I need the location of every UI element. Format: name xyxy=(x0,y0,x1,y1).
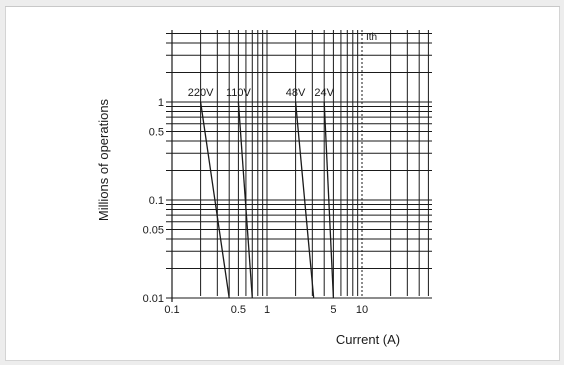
series-label-220v: 220V xyxy=(188,87,214,99)
ith-label: Ith xyxy=(366,32,377,43)
y-tick-labels: 0.01 0.05 0.1 0.5 1 xyxy=(143,97,164,305)
series-line-24v xyxy=(323,101,335,299)
y-tick-label: 0.1 xyxy=(149,195,164,207)
y-tick-label: 0.05 xyxy=(143,225,164,237)
ith-marker: Ith xyxy=(361,30,377,296)
y-tick-label: 0.5 xyxy=(149,127,164,139)
y-axis-label: Millions of operations xyxy=(96,98,111,221)
x-tick-labels: 0.1 0.5 1 5 10 xyxy=(164,304,368,316)
x-tick-label: 0.1 xyxy=(164,304,179,316)
series-lines xyxy=(199,101,335,299)
series-line-48v xyxy=(294,101,315,299)
chart-grid xyxy=(166,30,432,302)
series-line-110v xyxy=(237,101,253,299)
series-labels: 220V 110V 48V 24V xyxy=(188,87,335,99)
y-tick-label: 0.01 xyxy=(143,293,164,305)
frame-top-edge xyxy=(5,6,560,7)
y-tick-label: 1 xyxy=(158,97,164,109)
x-tick-label: 0.5 xyxy=(231,304,246,316)
series-line-220v xyxy=(199,101,230,299)
x-tick-label: 5 xyxy=(330,304,336,316)
x-tick-label: 10 xyxy=(356,304,368,316)
x-tick-label: 1 xyxy=(264,304,270,316)
chart-frame xyxy=(5,6,560,361)
series-label-48v: 48V xyxy=(286,87,306,99)
series-label-24v: 24V xyxy=(314,87,334,99)
series-label-110v: 110V xyxy=(226,87,252,99)
x-axis-label: Current (A) xyxy=(336,332,400,347)
